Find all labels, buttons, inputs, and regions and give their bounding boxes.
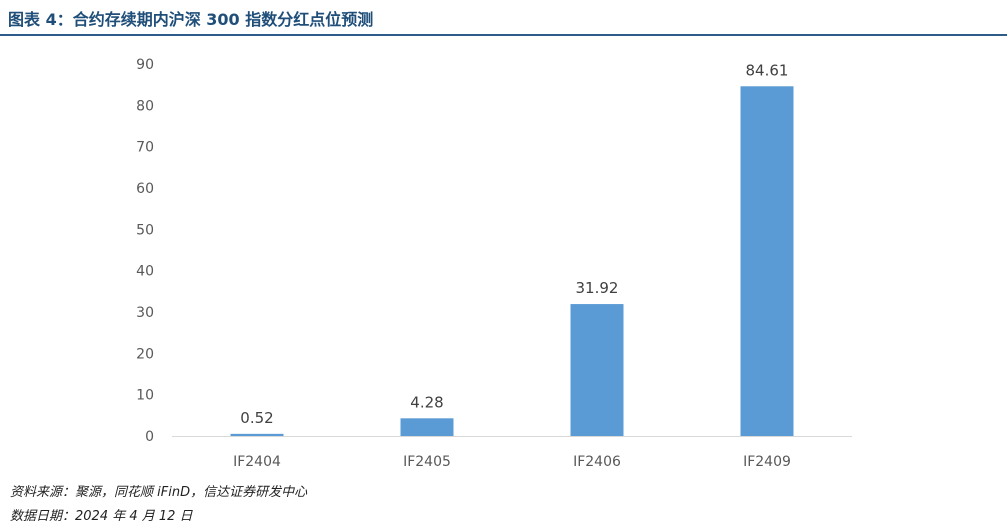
x-axis: IF2404 IF2405 IF2406 IF2409 <box>172 436 852 470</box>
source-note: 资料来源：聚源，同花顺 iFinD，信达证券研发中心 <box>10 485 308 500</box>
y-tick-label: 20 <box>136 346 154 362</box>
bar-if2409 <box>740 86 794 437</box>
y-tick-label: 50 <box>136 222 154 238</box>
y-tick-label: 40 <box>136 264 154 280</box>
chart-title: 图表 4：合约存续期内沪深 300 指数分红点位预测 <box>8 10 374 29</box>
data-label: 4.28 <box>410 393 443 411</box>
y-axis: 0 10 20 30 40 50 60 70 80 90 <box>136 57 154 445</box>
bar-if2405 <box>400 418 454 436</box>
y-tick-label: 10 <box>136 388 154 404</box>
y-tick-label: 0 <box>145 429 154 445</box>
bar-if2404 <box>230 433 284 436</box>
title-divider <box>0 34 1007 36</box>
data-label: 84.61 <box>746 61 789 79</box>
data-label: 31.92 <box>576 279 619 297</box>
y-tick-label: 70 <box>136 140 154 156</box>
date-note: 数据日期：2024 年 4 月 12 日 <box>10 509 193 524</box>
x-tick-label: IF2409 <box>743 454 791 470</box>
bar-if2406 <box>570 304 624 436</box>
y-tick-label: 80 <box>136 98 154 114</box>
x-tick-label: IF2405 <box>403 454 451 470</box>
data-label: 0.52 <box>240 409 273 427</box>
y-tick-label: 60 <box>136 181 154 197</box>
y-tick-label: 90 <box>136 57 154 73</box>
bars: 0.52 4.28 31.92 84.61 <box>230 61 794 437</box>
x-tick-label: IF2404 <box>233 454 281 470</box>
x-tick-label: IF2406 <box>573 454 621 470</box>
y-tick-label: 30 <box>136 305 154 321</box>
